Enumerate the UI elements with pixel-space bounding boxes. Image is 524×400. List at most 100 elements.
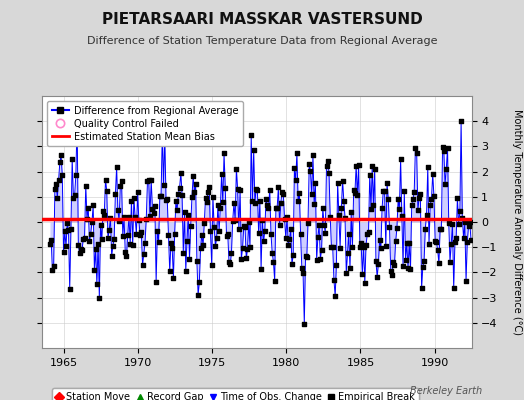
Point xyxy=(120,214,128,220)
Point xyxy=(118,233,127,239)
Point xyxy=(367,206,375,212)
Point xyxy=(153,228,161,234)
Point xyxy=(423,164,432,170)
Point xyxy=(151,203,159,210)
Point xyxy=(231,216,239,223)
Point xyxy=(283,214,291,220)
Point xyxy=(260,228,269,234)
Point xyxy=(212,235,221,242)
Point xyxy=(270,278,279,284)
Point xyxy=(94,241,102,247)
Point xyxy=(343,250,352,256)
Point xyxy=(436,226,444,232)
Point xyxy=(178,192,186,198)
Point xyxy=(411,144,420,151)
Point xyxy=(75,250,84,256)
Point xyxy=(170,230,179,237)
Point xyxy=(166,268,174,274)
Point xyxy=(425,241,433,247)
Point xyxy=(85,238,94,245)
Point xyxy=(308,191,316,197)
Point xyxy=(105,227,113,233)
Point xyxy=(263,202,271,208)
Point xyxy=(221,184,230,191)
Point xyxy=(385,224,394,230)
Point xyxy=(93,281,101,287)
Point xyxy=(201,195,210,201)
Point xyxy=(198,231,206,238)
Point xyxy=(412,150,421,156)
Point xyxy=(252,185,260,192)
Point xyxy=(79,236,88,242)
Point xyxy=(110,236,118,242)
Point xyxy=(370,166,379,172)
Point xyxy=(165,232,173,239)
Text: PIETARSAARI MASSKAR VASTERSUND: PIETARSAARI MASSKAR VASTERSUND xyxy=(102,12,422,27)
Point xyxy=(99,208,107,214)
Point xyxy=(316,256,324,262)
Point xyxy=(383,180,391,186)
Point xyxy=(345,230,353,237)
Point xyxy=(217,171,226,177)
Point xyxy=(193,258,201,264)
Point xyxy=(152,279,160,286)
Point xyxy=(126,240,134,247)
Point xyxy=(268,250,276,256)
Point xyxy=(262,196,270,202)
Point xyxy=(89,202,97,208)
Point xyxy=(277,200,285,206)
Point xyxy=(114,207,122,213)
Point xyxy=(125,214,133,220)
Point xyxy=(107,252,116,259)
Point xyxy=(243,246,252,252)
Point xyxy=(329,244,337,250)
Point xyxy=(232,166,241,172)
Point xyxy=(100,212,108,218)
Point xyxy=(299,270,307,276)
Point xyxy=(391,238,400,244)
Point xyxy=(421,226,430,232)
Point xyxy=(146,213,154,219)
Point xyxy=(426,202,434,208)
Point xyxy=(322,163,331,169)
Point xyxy=(279,191,288,197)
Point xyxy=(390,262,399,268)
Point xyxy=(86,230,95,237)
Point xyxy=(429,171,437,177)
Point xyxy=(182,268,190,274)
Point xyxy=(359,244,368,250)
Point xyxy=(82,182,90,189)
Point xyxy=(69,194,78,201)
Point xyxy=(278,188,286,195)
Point xyxy=(145,177,153,184)
Point xyxy=(214,202,222,209)
Point xyxy=(117,178,126,185)
Point xyxy=(222,233,231,239)
Point xyxy=(128,242,137,248)
Point xyxy=(340,197,348,204)
Point xyxy=(84,204,92,211)
Point xyxy=(226,261,234,267)
Point xyxy=(392,225,401,232)
Point xyxy=(51,186,59,192)
Point xyxy=(256,198,264,204)
Point xyxy=(452,234,461,241)
Point xyxy=(185,256,194,262)
Point xyxy=(437,226,445,232)
Point xyxy=(325,170,333,176)
Point xyxy=(305,161,313,167)
Point xyxy=(70,192,79,198)
Point xyxy=(450,284,458,291)
Point xyxy=(309,152,317,159)
Point xyxy=(291,177,300,184)
Point xyxy=(48,267,57,274)
Point xyxy=(160,133,169,140)
Point xyxy=(442,166,451,172)
Point xyxy=(227,250,236,256)
Point xyxy=(191,180,200,187)
Point xyxy=(295,190,303,196)
Point xyxy=(205,184,213,190)
Point xyxy=(348,244,357,250)
Point xyxy=(59,249,68,255)
Legend: Station Move, Record Gap, Time of Obs. Change, Empirical Break: Station Move, Record Gap, Time of Obs. C… xyxy=(52,388,419,400)
